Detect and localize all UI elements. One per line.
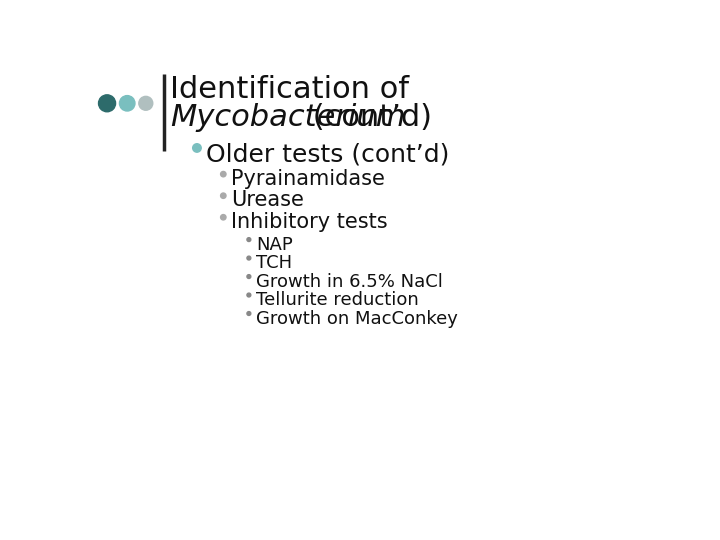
Circle shape (220, 171, 226, 177)
Circle shape (220, 214, 226, 220)
Circle shape (120, 96, 135, 111)
Circle shape (220, 193, 226, 198)
Circle shape (247, 256, 251, 260)
Text: Growth in 6.5% NaCl: Growth in 6.5% NaCl (256, 273, 443, 291)
Text: TCH: TCH (256, 254, 292, 272)
Text: Older tests (cont’d): Older tests (cont’d) (206, 143, 449, 166)
Circle shape (247, 275, 251, 279)
Text: Growth on MacConkey: Growth on MacConkey (256, 309, 458, 328)
Text: Pyrainamidase: Pyrainamidase (231, 168, 385, 189)
Text: Identification of: Identification of (170, 75, 409, 104)
Text: Mycobacterium: Mycobacterium (170, 103, 405, 132)
Text: Urease: Urease (231, 190, 304, 210)
Circle shape (99, 95, 116, 112)
Circle shape (247, 293, 251, 297)
Circle shape (139, 96, 153, 110)
Circle shape (247, 238, 251, 241)
Text: (cont’d): (cont’d) (303, 103, 432, 132)
Text: Inhibitory tests: Inhibitory tests (231, 212, 387, 232)
Circle shape (247, 312, 251, 315)
Text: Tellurite reduction: Tellurite reduction (256, 291, 418, 309)
Circle shape (193, 144, 201, 152)
Text: NAP: NAP (256, 236, 292, 254)
